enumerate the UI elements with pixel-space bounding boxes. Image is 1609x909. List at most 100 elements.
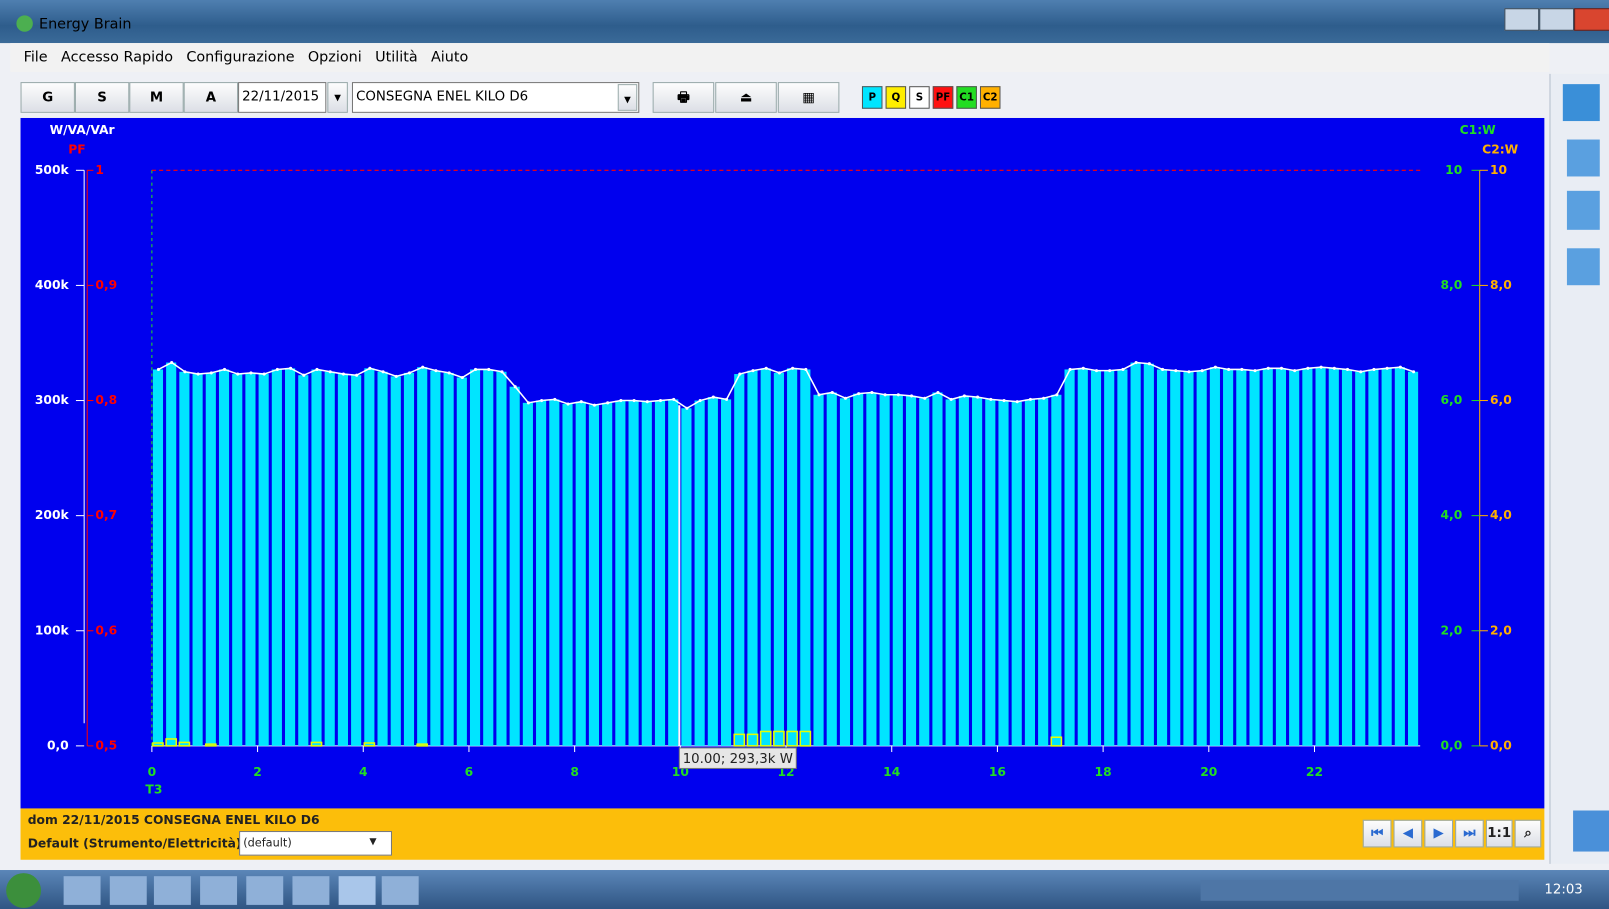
- bar: [800, 369, 811, 746]
- series-point: [592, 403, 597, 407]
- c2-bar: [773, 730, 785, 747]
- series-point: [1174, 369, 1178, 373]
- pf-tick-label: 0,9: [95, 278, 117, 292]
- exit-button[interactable]: [1573, 810, 1609, 852]
- period-button[interactable]: G: [20, 82, 75, 113]
- menu-item[interactable]: Accesso Rapido: [60, 49, 174, 66]
- profile-dropdown[interactable]: ▾: [369, 833, 377, 850]
- taskbar-app[interactable]: [109, 876, 147, 905]
- bar: [1156, 369, 1168, 746]
- start-button[interactable]: [6, 873, 42, 908]
- nav-last[interactable]: ⏭: [1455, 819, 1484, 848]
- series-point: [421, 365, 425, 369]
- minimize-button[interactable]: [1504, 8, 1540, 31]
- taskbar-app[interactable]: [63, 876, 101, 905]
- x-tick-label: 20: [1200, 765, 1217, 779]
- pf-tick-label: 0,8: [95, 393, 117, 407]
- c2-bar: [759, 730, 772, 747]
- period-button[interactable]: M: [129, 82, 184, 113]
- menu-item[interactable]: File: [23, 49, 48, 66]
- bar: [218, 369, 230, 746]
- menu-item[interactable]: Aiuto: [430, 49, 469, 66]
- y-tick-label: 400k: [35, 278, 70, 292]
- zoom-button[interactable]: ⌕: [1514, 819, 1542, 848]
- bar: [826, 392, 837, 746]
- series-point: [883, 393, 887, 397]
- y2-axis-title: C1:W: [1460, 123, 1497, 137]
- menu-bar: File Accesso Rapido Configurazione Opzioni U…: [10, 43, 1550, 72]
- series-point: [738, 372, 742, 376]
- series-point: [1055, 393, 1059, 397]
- series-point: [645, 400, 649, 404]
- nav-prev[interactable]: ◀: [1393, 819, 1423, 848]
- bar: [734, 374, 745, 746]
- series-point: [566, 402, 570, 406]
- bar: [879, 394, 890, 746]
- c2-bar: [310, 741, 323, 747]
- series-toggle[interactable]: S: [909, 86, 930, 109]
- taskbar-app[interactable]: [246, 876, 284, 905]
- y3-tick-label: 8,0: [1490, 278, 1512, 292]
- profile-combo[interactable]: (default): [239, 831, 392, 856]
- taskbar-app[interactable]: [338, 876, 376, 905]
- clock: 12:03: [1544, 882, 1583, 898]
- series-point: [196, 372, 200, 376]
- meter-dropdown[interactable]: ▾: [617, 84, 638, 111]
- table-button[interactable]: ▦: [777, 82, 840, 113]
- x-tick-label: 12: [777, 765, 794, 779]
- c2-bar: [786, 730, 798, 747]
- menu-item[interactable]: Opzioni: [307, 49, 362, 66]
- taskbar-app[interactable]: [200, 876, 238, 905]
- series-point: [698, 398, 702, 403]
- series-point: [487, 367, 491, 371]
- series-toggle[interactable]: P: [861, 86, 883, 109]
- date-field[interactable]: 22/11/2015: [238, 82, 327, 113]
- series-toggle[interactable]: PF: [932, 86, 954, 109]
- series-point: [896, 393, 900, 397]
- list-view-button[interactable]: [1566, 139, 1600, 177]
- export-button[interactable]: ⏏: [715, 82, 777, 113]
- series-point: [579, 400, 583, 404]
- series-point: [1345, 367, 1350, 371]
- series-toggle[interactable]: C1: [956, 86, 977, 109]
- meter-combo[interactable]: CONSEGNA ENEL KILO D6: [351, 82, 640, 113]
- series-point: [1187, 370, 1191, 374]
- c2-bar: [152, 742, 164, 747]
- bar: [1408, 371, 1419, 746]
- bar: [654, 400, 666, 746]
- series-point: [910, 394, 914, 398]
- status-description: dom 22/11/2015 CONSEGNA ENEL KILO D6: [27, 812, 320, 827]
- bar: [1077, 368, 1088, 746]
- formula-button[interactable]: [1566, 190, 1600, 230]
- series-point: [394, 374, 398, 378]
- series-point: [936, 390, 940, 395]
- period-button[interactable]: S: [74, 82, 130, 113]
- taskbar-app[interactable]: [381, 876, 419, 905]
- series-point: [1293, 369, 1297, 373]
- nav-first[interactable]: ⏮: [1362, 819, 1392, 848]
- report-button[interactable]: [1566, 248, 1600, 286]
- bar: [1209, 367, 1220, 746]
- zoom-reset[interactable]: 1:1: [1485, 819, 1513, 848]
- chart-view-button[interactable]: [1562, 84, 1600, 122]
- date-dropdown[interactable]: ▾: [327, 82, 348, 113]
- series-point: [540, 398, 544, 403]
- series-toggle[interactable]: C2: [979, 86, 1001, 109]
- series-point: [830, 390, 834, 395]
- y2-tick-label: 6,0: [1440, 393, 1462, 407]
- taskbar-app[interactable]: [153, 876, 191, 905]
- series-line: [158, 361, 1414, 410]
- series-toggle[interactable]: Q: [885, 86, 907, 109]
- window-title: Energy Brain: [38, 16, 132, 33]
- close-button[interactable]: [1574, 8, 1609, 31]
- nav-next[interactable]: ▶: [1424, 819, 1454, 848]
- period-button[interactable]: A: [183, 82, 239, 113]
- y-tick-label: 500k: [35, 163, 70, 177]
- print-button[interactable]: 🖶: [652, 82, 715, 113]
- menu-item[interactable]: Configurazione: [186, 49, 295, 66]
- menu-item[interactable]: Utilità: [375, 49, 418, 66]
- bar: [245, 372, 256, 746]
- taskbar-app[interactable]: [292, 876, 330, 905]
- maximize-button[interactable]: [1539, 8, 1575, 31]
- x-tick-label: 8: [570, 765, 579, 779]
